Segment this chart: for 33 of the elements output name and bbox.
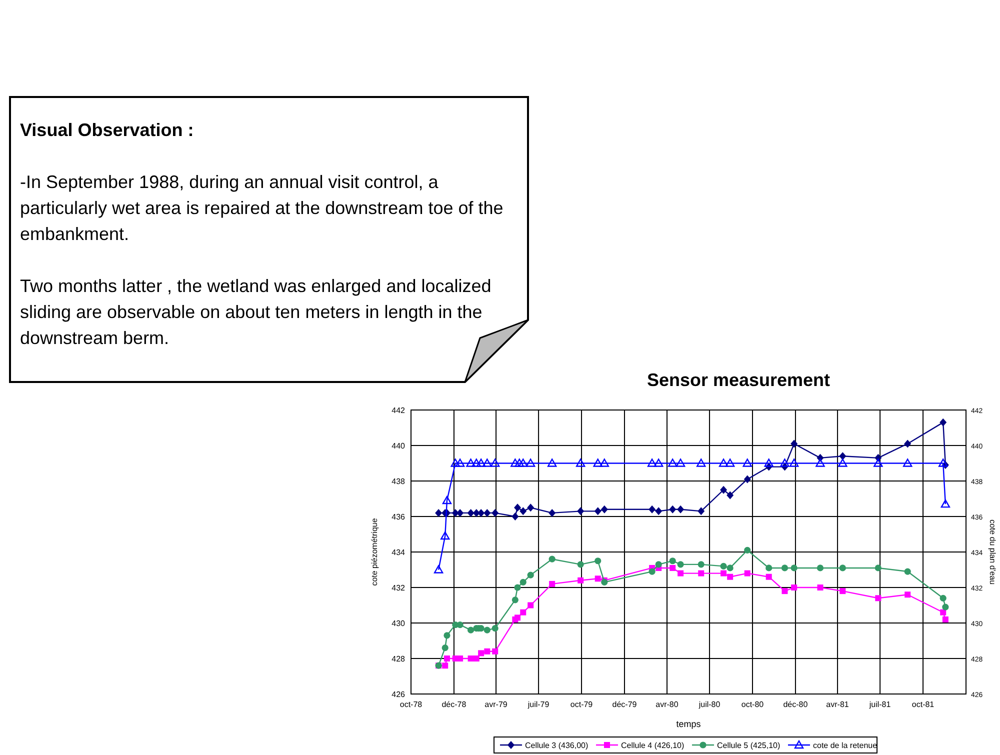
x-tick-label: oct-79 (570, 700, 594, 709)
legend-label: cote de la retenue (813, 741, 878, 750)
y-tick-label: 428 (392, 654, 406, 664)
x-tick-label: juil-80 (698, 700, 721, 709)
x-tick-label: déc-79 (612, 700, 638, 709)
y-tick-label: 432 (392, 584, 406, 592)
x-tick-label: avr-79 (484, 700, 508, 709)
x-tick-label: juil-79 (526, 700, 550, 709)
legend-label: Cellule 4 (426,10) (621, 741, 684, 750)
x-tick-label: avr-80 (656, 700, 679, 709)
y-axis-title: cote piézométrique (370, 518, 379, 586)
chart-title: Sensor measurement (646, 370, 830, 390)
x-tick-label: oct-78 (400, 700, 423, 709)
x-tick-label: oct-81 (912, 700, 935, 709)
x-tick-label: juil-81 (868, 700, 892, 709)
x-tick-label: déc-80 (783, 700, 808, 709)
text: Two months latter , the wetland was enlarged and localized sliding are observable on about ten meters in length in the downstream berm. (20, 276, 492, 348)
legend-label: Cellule 5 (425,10) (717, 741, 780, 750)
y-tick-label: 426 (392, 690, 406, 699)
x-tick-label: avr-81 (826, 700, 850, 709)
y-tick-label: 436 (392, 512, 406, 522)
y2-axis-title: cote du plan d'eau (988, 519, 997, 585)
y-tick-label: 430 (392, 619, 406, 628)
y-tick-label: 434 (392, 548, 406, 557)
text: -In September 1988, during an annual visit control, a particularly wet area is repaired at the downstream toe of the embankment. (20, 172, 504, 244)
y-tick-label: 440 (392, 442, 406, 450)
x-axis-title: temps (676, 719, 702, 729)
y-tick-label: 442 (392, 406, 406, 415)
x-tick-label: déc-78 (442, 700, 467, 709)
text: Visual Observation : (20, 120, 194, 140)
legend-label: Cellule 3 (436,00) (525, 741, 588, 750)
x-tick-label: oct-80 (741, 700, 764, 709)
y-tick-label: 438 (392, 477, 406, 486)
